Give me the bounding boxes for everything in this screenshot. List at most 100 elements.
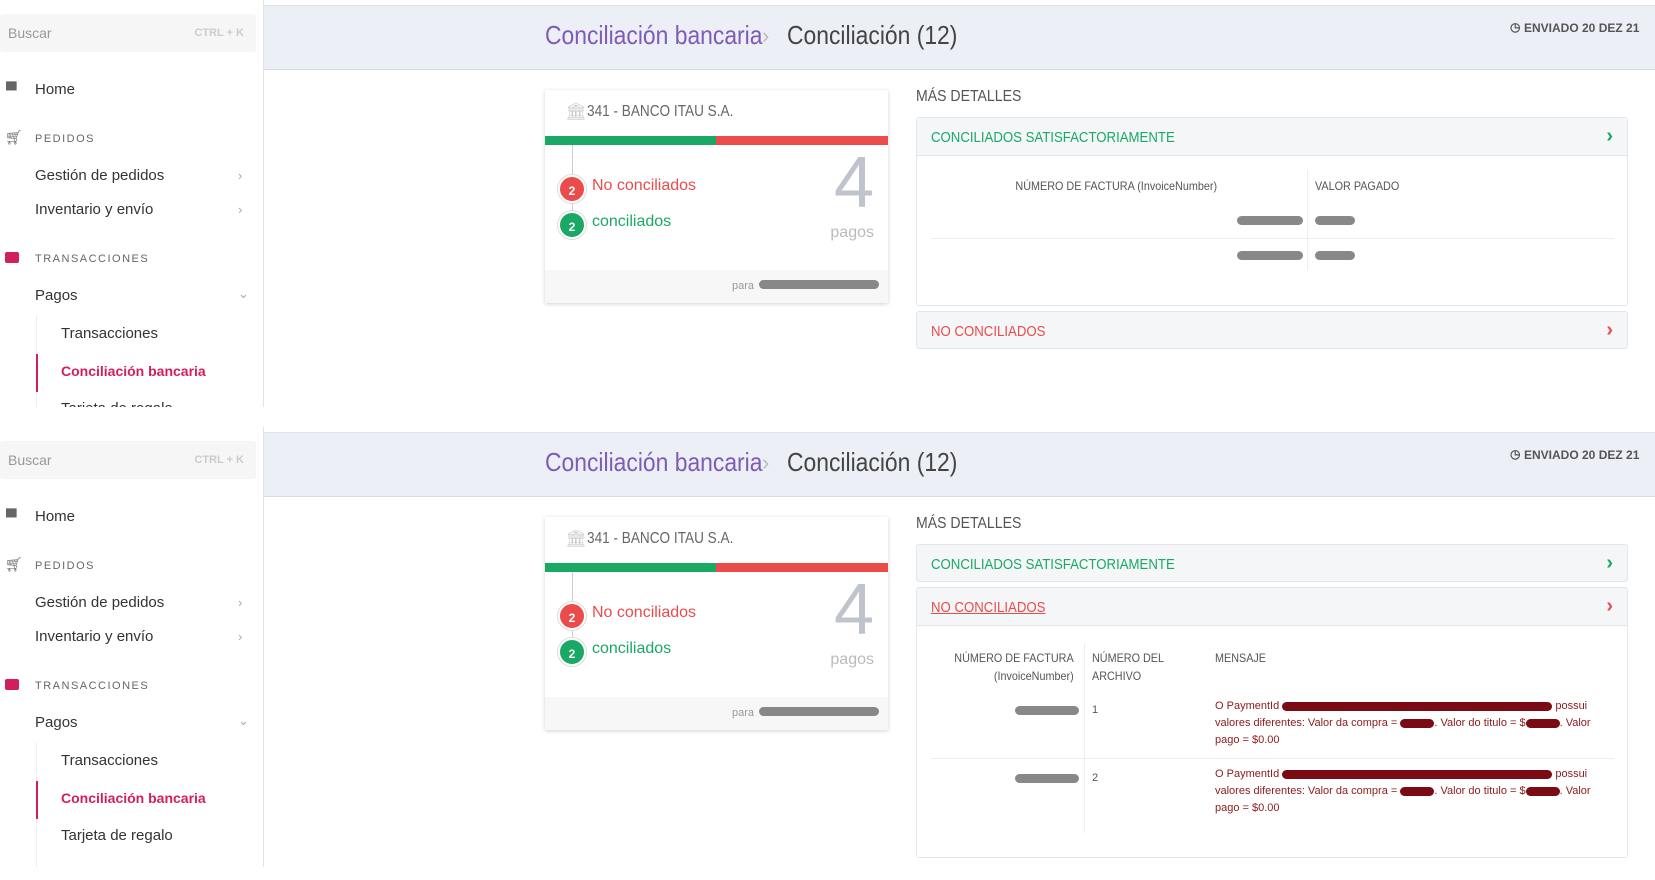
progress-conciliados <box>545 563 716 572</box>
bank-icon: 🏛︎ <box>565 529 587 548</box>
no-conciliados-badge: 2 <box>558 175 586 203</box>
file-number: 2 <box>1092 772 1099 784</box>
total-count: 4 <box>833 143 874 223</box>
search-input[interactable]: Buscar CTRL + K <box>0 441 256 479</box>
msg-part: . Valor do titulo = $ <box>1434 785 1526 797</box>
no-conciliados-title[interactable]: NO CONCILIADOS <box>931 323 1046 340</box>
msg-part: O PaymentId <box>1215 700 1280 712</box>
chevron-right-icon[interactable]: › <box>1606 319 1613 341</box>
col-invoice-sub: (InvoiceNumber) <box>994 669 1074 683</box>
sent-date: ENVIADO 20 DEZ 21 <box>1524 448 1640 462</box>
redacted-amount <box>1525 718 1560 728</box>
chevron-right-icon[interactable]: › <box>1606 552 1613 574</box>
redacted-invoice <box>1237 216 1303 225</box>
accordion-header-conciliados[interactable]: CONCILIADOS SATISFACTORIAMENTE › <box>917 118 1627 156</box>
sidebar-item-tarjeta[interactable]: Tarjeta de regalo <box>61 827 173 844</box>
no-conciliados-label[interactable]: No conciliados <box>592 177 697 194</box>
card-footer: para <box>545 697 888 730</box>
total-label: pagos <box>830 651 874 668</box>
clock-icon: ◷ <box>1510 20 1521 34</box>
col-mensaje: MENSAJE <box>1215 651 1267 665</box>
credit-card-icon <box>5 679 19 690</box>
sidebar-item-inventario[interactable]: Inventario y envío <box>35 628 154 645</box>
conciliados-title[interactable]: CONCILIADOS SATISFACTORIAMENTE <box>931 129 1175 146</box>
accordion-header-no-conciliados[interactable]: NO CONCILIADOS › <box>917 588 1627 626</box>
sidebar-item-home[interactable]: Home <box>35 508 76 525</box>
search-shortcut: CTRL + K <box>194 454 244 466</box>
bank-card: 🏛︎ 341 - BANCO ITAU S.A. 2 No conciliado… <box>545 517 888 730</box>
breadcrumb-parent[interactable]: Conciliación bancaria <box>545 447 763 477</box>
redacted-amount <box>1525 786 1560 796</box>
redacted-recipient <box>759 280 879 289</box>
redacted-invoice <box>1015 774 1079 783</box>
conciliados-label[interactable]: conciliados <box>592 640 672 657</box>
accordion-conciliados: CONCILIADOS SATISFACTORIAMENTE › NÚMERO … <box>916 117 1628 306</box>
chevron-right-icon: › <box>238 629 243 644</box>
screenshot-panel-expanded: Buscar CTRL + K ▀ Home 🛒︎ PEDIDOS Gestió… <box>0 427 1655 880</box>
sidebar-item-pagos[interactable]: Pagos <box>35 714 78 731</box>
cart-icon: 🛒︎ <box>5 129 23 145</box>
clock-icon: ◷ <box>1510 447 1521 461</box>
sidebar-item-transacciones[interactable]: Transacciones <box>61 325 158 342</box>
search-input[interactable]: Buscar CTRL + K <box>0 14 256 52</box>
active-indicator <box>36 781 38 819</box>
chevron-right-icon: › <box>238 168 243 183</box>
conciliados-label[interactable]: conciliados <box>592 213 672 230</box>
file-number: 1 <box>1092 704 1099 716</box>
page-header: Conciliación bancaria › Conciliación (12… <box>264 432 1655 497</box>
accordion-no-conciliados: NO CONCILIADOS › NÚMERO DE FACTURA (Invo… <box>916 587 1628 858</box>
bank-icon: 🏛︎ <box>565 102 587 121</box>
sidebar-item-tarjeta[interactable]: Tarjeta de regalo <box>61 400 173 407</box>
progress-conciliados <box>545 136 716 145</box>
redacted-invoice <box>1015 706 1079 715</box>
para-label: para <box>732 707 755 719</box>
msg-part: . Valor do titulo = $ <box>1434 717 1526 729</box>
credit-card-icon <box>5 252 19 263</box>
error-message: O PaymentId possui valores diferentes: V… <box>1215 766 1605 817</box>
store-icon: ▀ <box>6 82 17 99</box>
redacted-value <box>1315 251 1355 260</box>
breadcrumb-parent[interactable]: Conciliación bancaria <box>545 20 763 50</box>
conciliados-badge: 2 <box>558 638 586 666</box>
accordion-conciliados[interactable]: CONCILIADOS SATISFACTORIAMENTE › <box>916 544 1628 582</box>
accordion-no-conciliados[interactable]: NO CONCILIADOS › <box>916 311 1628 349</box>
sidebar-item-gestion[interactable]: Gestión de pedidos <box>35 167 165 184</box>
msg-part: . Valor pago = $0.00 <box>1215 785 1591 814</box>
screenshot-panel-collapsed: Buscar CTRL + K ▀ Home 🛒︎ PEDIDOS Gestió… <box>0 0 1655 407</box>
conciliados-badge: 2 <box>558 211 586 239</box>
sidebar-item-gestion[interactable]: Gestión de pedidos <box>35 594 165 611</box>
sidebar-item-pagos[interactable]: Pagos <box>35 287 78 304</box>
sidebar-item-home[interactable]: Home <box>35 81 76 98</box>
col-valor: VALOR PAGADO <box>1315 179 1400 193</box>
sidebar-item-conciliacion[interactable]: Conciliación bancaria <box>61 790 206 806</box>
col-invoice: NÚMERO DE FACTURA <box>954 651 1074 665</box>
no-conciliados-label[interactable]: No conciliados <box>592 604 697 621</box>
msg-part: O PaymentId <box>1215 768 1280 780</box>
breadcrumb-current: Conciliación (12) <box>787 447 958 477</box>
redacted-payment-id <box>1282 701 1553 711</box>
bank-name: 341 - BANCO ITAU S.A. <box>587 530 734 547</box>
section-transacciones: TRANSACCIONES <box>35 253 150 265</box>
col-archivo-sub: ARCHIVO <box>1092 669 1142 683</box>
bank-name: 341 - BANCO ITAU S.A. <box>587 103 734 120</box>
breadcrumb-separator-icon: › <box>762 450 770 475</box>
col-archivo: NÚMERO DEL <box>1092 651 1165 665</box>
sidebar-item-inventario[interactable]: Inventario y envío <box>35 201 154 218</box>
sidebar-item-conciliacion[interactable]: Conciliación bancaria <box>61 363 206 379</box>
col-invoice: NÚMERO DE FACTURA (InvoiceNumber) <box>1015 179 1217 193</box>
sidebar-item-transacciones[interactable]: Transacciones <box>61 752 158 769</box>
progress-no-conciliados <box>716 136 888 145</box>
row-divider <box>931 238 1614 239</box>
conciliados-title[interactable]: CONCILIADOS SATISFACTORIAMENTE <box>931 556 1175 573</box>
bank-card: 🏛︎ 341 - BANCO ITAU S.A. 2 No conciliado… <box>545 90 888 303</box>
breadcrumb-current: Conciliación (12) <box>787 20 958 50</box>
chevron-right-icon: › <box>238 595 243 610</box>
sent-date: ENVIADO 20 DEZ 21 <box>1524 21 1640 35</box>
section-transacciones: TRANSACCIONES <box>35 680 150 692</box>
chevron-right-icon[interactable]: › <box>1606 595 1613 617</box>
msg-part: possui valores diferentes: Valor da comp… <box>1215 768 1588 797</box>
msg-part: . Valor pago = $0.00 <box>1215 717 1591 746</box>
chevron-right-icon[interactable]: › <box>1606 125 1613 147</box>
no-conciliados-title[interactable]: NO CONCILIADOS <box>931 599 1046 616</box>
no-conciliados-badge: 2 <box>558 602 586 630</box>
